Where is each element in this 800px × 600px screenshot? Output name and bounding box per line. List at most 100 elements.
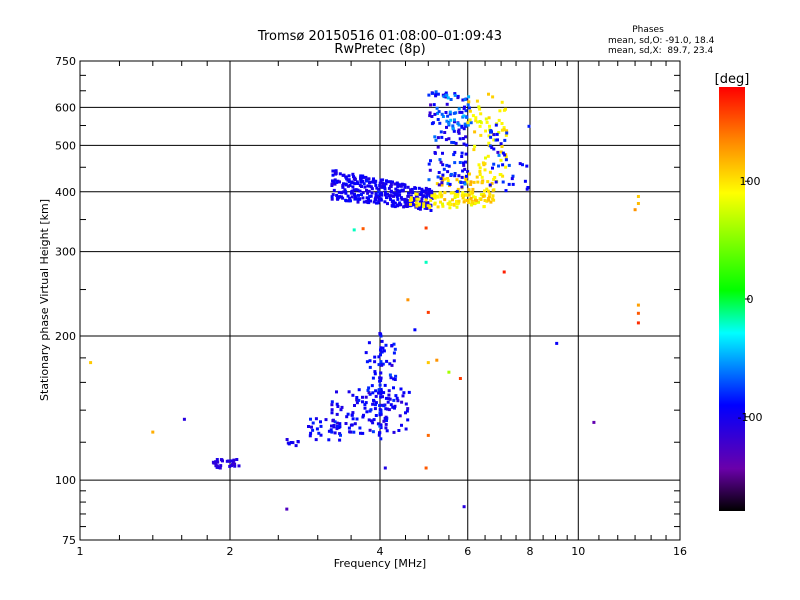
echo-point	[351, 393, 355, 397]
echo-point	[374, 394, 378, 398]
echo-point	[358, 183, 362, 187]
echo-point	[413, 328, 417, 332]
y-tick-label: 100	[55, 474, 76, 487]
echo-point	[367, 189, 371, 193]
echo-point	[453, 174, 457, 178]
echo-point	[379, 411, 383, 414]
echo-point	[460, 155, 464, 158]
echo-point	[453, 118, 456, 122]
echo-point	[350, 423, 354, 427]
echo-point	[457, 199, 461, 203]
echo-point	[395, 182, 399, 186]
echo-point	[230, 464, 233, 468]
echo-point	[399, 387, 403, 391]
echo-point	[377, 355, 381, 359]
echo-point	[344, 175, 348, 179]
echo-point	[465, 174, 468, 178]
echo-point	[499, 142, 503, 146]
echo-point	[428, 111, 432, 115]
echo-point	[379, 185, 383, 189]
echo-point	[464, 135, 468, 139]
echo-point	[355, 398, 359, 402]
echo-point	[464, 178, 468, 182]
x-tick-labels: 1 2 4 6 8 10 16	[77, 545, 688, 558]
echo-point	[382, 349, 386, 353]
echo-point	[419, 192, 423, 196]
echo-point	[457, 174, 461, 178]
echo-point	[411, 202, 415, 206]
echo-point	[486, 180, 490, 184]
echo-point	[356, 188, 360, 192]
echo-point	[414, 201, 418, 205]
echo-point	[504, 165, 508, 169]
echo-point	[494, 180, 498, 184]
echo-point	[346, 184, 350, 188]
echo-point	[478, 107, 482, 111]
echo-point	[385, 196, 388, 200]
echo-point	[476, 120, 479, 124]
echo-point	[380, 193, 384, 197]
echo-point	[346, 194, 350, 198]
echo-point	[424, 186, 428, 190]
echo-point	[402, 205, 406, 209]
echo-point	[419, 205, 423, 208]
echo-point	[424, 191, 428, 195]
colorbar	[719, 87, 745, 511]
echo-point	[426, 310, 430, 314]
echo-point	[507, 182, 511, 186]
echo-point	[357, 193, 360, 197]
echo-point	[453, 196, 457, 200]
echo-point	[518, 162, 522, 166]
echo-point	[406, 407, 410, 411]
echo-point	[388, 195, 392, 199]
echo-point	[379, 423, 383, 427]
echo-point	[439, 160, 443, 164]
echo-point	[384, 407, 388, 411]
echo-point	[307, 425, 310, 428]
echo-point	[309, 417, 312, 421]
echo-point	[484, 117, 488, 121]
echo-point	[414, 186, 417, 190]
echo-point	[510, 177, 514, 181]
echo-point	[501, 180, 505, 184]
echo-point	[383, 466, 387, 470]
echo-point	[453, 161, 457, 165]
echo-point	[389, 183, 393, 186]
echo-point	[446, 182, 450, 186]
echo-point	[511, 182, 515, 186]
echo-point	[398, 190, 402, 194]
echo-point	[636, 303, 640, 307]
echo-point	[335, 421, 339, 425]
echo-point	[426, 187, 430, 191]
echo-point	[348, 430, 352, 434]
echo-point	[441, 173, 445, 177]
minor-ticks	[80, 61, 680, 540]
echo-point	[405, 205, 409, 208]
echo-point	[398, 193, 402, 197]
echo-point	[501, 151, 505, 155]
echo-point	[459, 181, 463, 184]
echo-point	[476, 180, 480, 184]
echo-point	[493, 176, 497, 179]
echo-point	[384, 426, 388, 430]
echo-point	[361, 400, 364, 404]
echo-point	[361, 395, 364, 399]
echo-point	[406, 185, 410, 189]
echo-point	[365, 179, 369, 183]
echo-point	[462, 161, 465, 165]
echo-point	[402, 391, 406, 395]
echo-point	[492, 162, 496, 166]
echo-point	[479, 112, 483, 116]
echo-point	[364, 175, 368, 179]
echo-point	[344, 422, 348, 425]
echo-point	[489, 129, 493, 133]
echo-point	[377, 363, 381, 367]
echo-point	[377, 388, 381, 392]
echo-point	[215, 464, 219, 468]
echo-point	[488, 192, 492, 196]
echo-point	[483, 162, 487, 166]
echo-point	[393, 205, 397, 209]
echo-point	[485, 199, 489, 203]
echo-point	[362, 200, 366, 204]
echo-point	[494, 123, 498, 127]
